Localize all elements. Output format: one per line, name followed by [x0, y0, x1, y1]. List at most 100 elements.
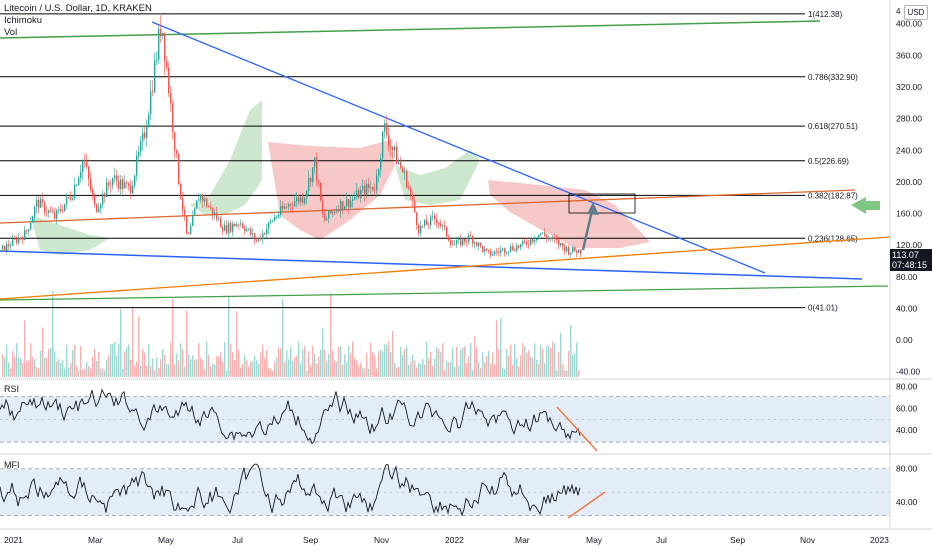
price-candle [314, 157, 316, 168]
price-candle [382, 131, 384, 159]
price-candle [272, 220, 274, 222]
trendline-blue-descending [151, 21, 766, 274]
volume-bar [268, 367, 270, 377]
price-candle [82, 160, 84, 173]
volume-bar [488, 350, 490, 377]
volume-bar [52, 291, 54, 377]
price-candle [166, 61, 168, 68]
volume-bar [542, 348, 544, 377]
price-candle [560, 242, 562, 246]
volume-bar [530, 356, 532, 377]
volume-bar [468, 356, 470, 377]
ichimoku-cloud [30, 215, 110, 255]
volume-bar [496, 320, 498, 377]
volume-bar [452, 347, 454, 377]
volume-bar [12, 350, 14, 377]
volume-bar [312, 346, 314, 377]
price-candle [150, 91, 152, 115]
price-candle [246, 229, 248, 232]
price-candle [262, 233, 264, 240]
price-candle [358, 190, 360, 199]
price-candle [346, 199, 348, 207]
volume-bar [8, 362, 10, 377]
price-candle [80, 172, 82, 178]
price-candle [492, 254, 494, 256]
volume-bar [484, 362, 486, 377]
price-candle [570, 252, 572, 255]
price-candle [266, 228, 268, 235]
volume-bar [478, 362, 480, 377]
volume-bar [414, 360, 416, 377]
volume-bar [432, 365, 434, 377]
last-price: 113.07 [892, 250, 919, 260]
volume-bar [314, 354, 316, 377]
price-candle [526, 242, 528, 245]
price-candle [488, 249, 490, 252]
volume-bar [62, 360, 64, 377]
volume-bar [428, 358, 430, 377]
price-candle [408, 187, 410, 189]
fib-level-label: 0.5(226.69) [808, 157, 849, 166]
price-candle [142, 132, 144, 141]
price-candle [534, 240, 536, 242]
volume-bar [450, 362, 452, 377]
price-candle [56, 210, 58, 219]
price-candle [248, 228, 250, 230]
volume-bar [246, 360, 248, 377]
price-candle [310, 177, 312, 182]
price-candle [90, 178, 92, 191]
currency-scale-button[interactable]: USD [904, 5, 928, 20]
price-candle [552, 237, 554, 239]
price-candle [478, 242, 480, 247]
volume-bar [564, 370, 566, 377]
price-candle [334, 211, 336, 213]
volume-bar [456, 347, 458, 377]
volume-bar [260, 352, 262, 377]
volume-bar [304, 345, 306, 377]
price-axis-tick-label: 80.00 [896, 272, 918, 282]
volume-bar [178, 360, 180, 377]
volume-bar [180, 343, 182, 377]
volume-bar [262, 345, 264, 377]
volume-bar [474, 336, 476, 377]
indicator-label-vol[interactable]: Vol [4, 27, 18, 38]
price-candle [280, 206, 282, 215]
volume-bar [236, 311, 238, 377]
price-candle [24, 230, 26, 241]
bar-countdown: 07:48:15 [892, 260, 928, 270]
price-candle [464, 238, 466, 242]
volume-bar [34, 358, 36, 377]
price-candle [184, 209, 186, 216]
price-candle [38, 199, 40, 208]
volume-bar [516, 358, 518, 377]
volume-bar [206, 341, 208, 377]
price-candle [330, 210, 332, 214]
indicator-label-ichimoku[interactable]: Ichimoku [4, 15, 43, 26]
volume-bar [44, 357, 46, 377]
price-candle [270, 220, 272, 223]
price-candle [362, 185, 364, 190]
volume-bar [4, 357, 6, 377]
price-candle [472, 236, 474, 244]
price-candle [500, 249, 502, 253]
volume-bar [466, 363, 468, 377]
price-candle [42, 198, 44, 203]
price-candle [172, 103, 174, 133]
price-candle [556, 238, 558, 240]
price-candle [450, 240, 452, 245]
volume-bar [38, 368, 40, 377]
mfi-panel-label[interactable]: MFI [4, 460, 20, 470]
rsi-divergence-line [556, 406, 598, 452]
volume-bar [144, 353, 146, 377]
volume-bar [520, 355, 522, 377]
price-candle [44, 202, 46, 213]
axis-top-fragment: 4 [896, 7, 901, 16]
rsi-panel-label[interactable]: RSI [4, 384, 20, 394]
price-candle [398, 162, 400, 165]
volume-bar [514, 343, 516, 377]
volume-bar [372, 352, 374, 377]
price-candle [536, 238, 538, 241]
volume-bar [80, 345, 82, 377]
